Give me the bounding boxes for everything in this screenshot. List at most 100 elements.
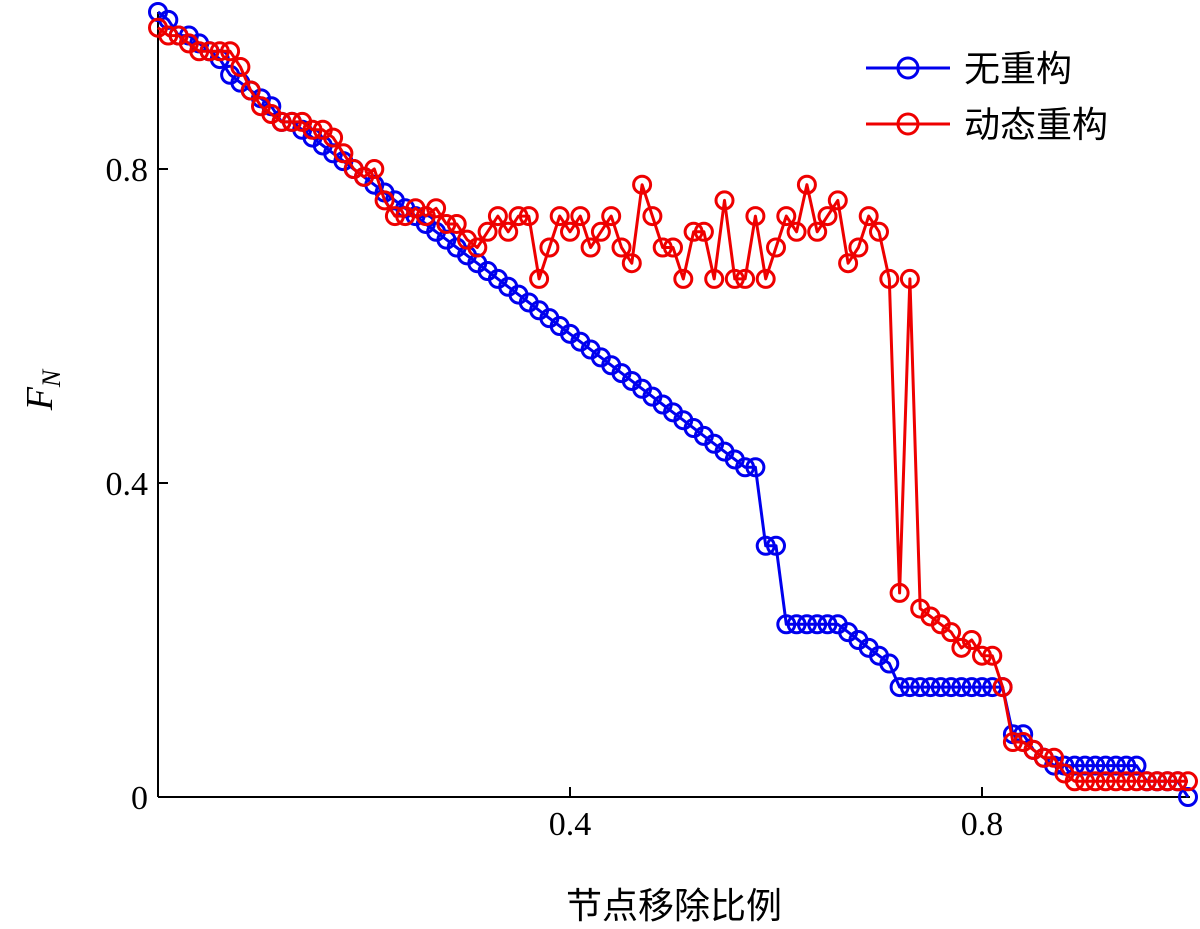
- series-2-point: [487, 206, 508, 227]
- series-2-point: [446, 213, 467, 234]
- series-2-point: [632, 174, 653, 195]
- series-2-point: [570, 206, 591, 227]
- series-2-point: [1178, 771, 1198, 792]
- ticks: 0.4 0.8 0 0.4 0.8: [106, 152, 1004, 843]
- series-2-point: [1044, 747, 1065, 768]
- series-2-point: [889, 582, 910, 603]
- series-2-point: [1167, 771, 1188, 792]
- series-2-point: [1064, 771, 1085, 792]
- series-1-point: [745, 457, 766, 478]
- series-2-point: [209, 41, 230, 62]
- series-2-point: [683, 221, 704, 242]
- series-1-point: [930, 677, 951, 698]
- series-2-point: [961, 630, 982, 650]
- series-1-point: [899, 677, 920, 698]
- series-2-point: [426, 198, 447, 219]
- series-2-point: [848, 237, 869, 258]
- series-2-point: [899, 268, 920, 289]
- series-2-point: [518, 206, 539, 227]
- series-1-point: [889, 677, 910, 698]
- series-2-point: [941, 622, 962, 643]
- series-2-point: [1116, 771, 1137, 792]
- series-2-point: [384, 206, 405, 227]
- series-2-point: [189, 41, 210, 62]
- series-2-point: [560, 221, 580, 242]
- series-2-point: [869, 221, 889, 242]
- series-2-point: [1002, 732, 1023, 753]
- series-2-point: [1105, 771, 1126, 792]
- series-1-point: [961, 677, 982, 698]
- series-2-point: [302, 119, 323, 140]
- series-1-point: [786, 614, 807, 635]
- series-2-point: [1126, 771, 1147, 792]
- series-2-point: [323, 127, 344, 148]
- legend-label: 动态重构: [964, 105, 1108, 146]
- series-1-point: [879, 653, 900, 674]
- axes: [157, 12, 1190, 798]
- series-2-point: [539, 237, 560, 258]
- series-2-point: [374, 190, 395, 211]
- x-tick-label: 0.8: [961, 806, 1004, 843]
- series-1-point: [982, 677, 1003, 698]
- series-2-point: [693, 221, 714, 242]
- series-2-point: [230, 56, 251, 77]
- series-2-point: [467, 237, 488, 258]
- legend-marker: [896, 112, 920, 136]
- series-2-point: [580, 237, 601, 258]
- series-2-point: [1085, 771, 1106, 792]
- y-tick-label: 0: [131, 780, 148, 817]
- series-2-point: [477, 221, 498, 242]
- series-2-point: [529, 268, 550, 289]
- series-1-point: [766, 535, 786, 556]
- series-2-point: [735, 268, 756, 289]
- series-2-point: [704, 268, 725, 289]
- y-tick-label: 0.8: [106, 152, 149, 189]
- legend-item: 动态重构: [866, 105, 1108, 146]
- series-2-point: [281, 111, 302, 132]
- series-2-point: [745, 206, 766, 227]
- series-2-point: [1033, 747, 1054, 768]
- y-tick-label: 0.4: [106, 466, 149, 503]
- series-2-point: [158, 25, 179, 46]
- series-2-point: [972, 645, 992, 666]
- series-2-point: [879, 268, 900, 289]
- series-2-point: [838, 253, 859, 274]
- series-2-point: [1136, 771, 1157, 792]
- series-1-point: [807, 614, 828, 635]
- series-2-point: [601, 206, 622, 227]
- series-1-point: [951, 677, 972, 698]
- series-2-point: [755, 268, 776, 289]
- series-2-point: [673, 268, 694, 289]
- series-2-point: [807, 221, 828, 242]
- series-2-point: [271, 111, 292, 132]
- series-2-point: [436, 213, 457, 234]
- series-2-point: [621, 253, 642, 274]
- series-2-point: [333, 143, 354, 164]
- series-2-point: [663, 237, 683, 258]
- series-2-point: [1157, 771, 1178, 792]
- series-2-point: [508, 206, 529, 227]
- series-layer: [148, 2, 1198, 807]
- series-1-point: [910, 677, 931, 698]
- series-2-point: [1095, 771, 1116, 792]
- series-2-point: [240, 80, 261, 101]
- x-tick-label: 0.4: [549, 806, 592, 843]
- series-2-point: [724, 268, 745, 289]
- series-2-point: [992, 677, 1013, 698]
- series-1-point: [796, 614, 817, 635]
- series-2-point: [714, 190, 735, 211]
- series-1-point: [941, 677, 962, 698]
- series-2-point: [549, 206, 570, 227]
- series-2-point: [220, 41, 241, 62]
- series-2-point: [786, 221, 807, 242]
- series-2-point: [827, 190, 848, 211]
- series-2-point: [858, 206, 879, 227]
- y-axis-title-subscript: N: [37, 368, 66, 388]
- series-2-point: [796, 174, 817, 195]
- legend-marker: [896, 56, 920, 80]
- series-1-point: [920, 677, 941, 698]
- series-2-point: [642, 206, 663, 227]
- series-1-point: [817, 614, 838, 635]
